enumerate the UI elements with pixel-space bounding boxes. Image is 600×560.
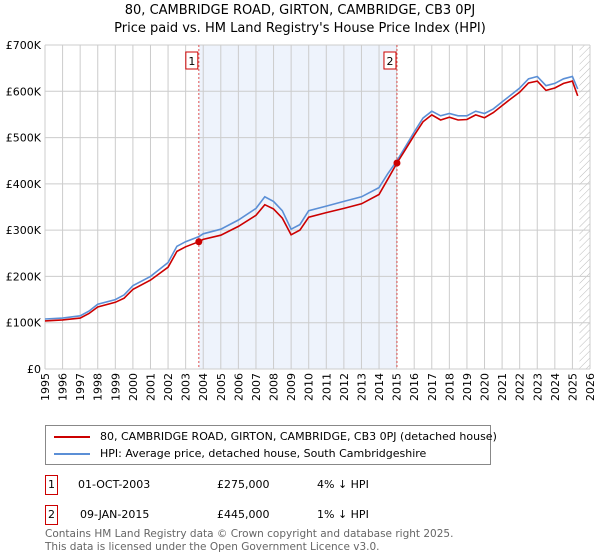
chart-title: 80, CAMBRIDGE ROAD, GIRTON, CAMBRIDGE, C…: [124, 3, 476, 18]
x-tick-label: 1998: [92, 373, 105, 401]
x-tick-label: 2013: [355, 373, 368, 401]
sale-point: [393, 159, 401, 167]
sale-marker-label: 2: [386, 55, 393, 68]
x-tick-label: 1995: [39, 373, 52, 401]
footer-line: This data is licensed under the Open Gov…: [45, 541, 380, 553]
sale-marker-box: [383, 51, 397, 70]
x-tick-label: 2004: [197, 373, 210, 401]
y-tick-label: £0: [27, 363, 41, 376]
x-tick-label: 2015: [391, 373, 404, 401]
x-tick-label: 2016: [408, 373, 421, 401]
price-chart: 1995 1996 1997 1998 1999 2000 2001 2002 2003 2004…: [6, 39, 597, 401]
x-tick-label: 2026: [584, 373, 597, 401]
transaction-row: 1 01-OCT-2003 £275,000 4% ↓ HPI: [45, 475, 545, 497]
x-tick-label: 2021: [496, 373, 509, 401]
x-tick-label: 2007: [250, 373, 263, 401]
y-tick-label: £400K: [6, 178, 42, 191]
x-tick-label: 2025: [566, 373, 579, 401]
y-tick-label: £700K: [6, 39, 42, 52]
x-tick-label: 2002: [162, 373, 175, 401]
x-tick-label: 2000: [127, 373, 140, 401]
x-tick-label: 2006: [232, 373, 245, 401]
legend-item-hpi: HPI: Average price, detached house, Sout…: [54, 447, 426, 460]
y-tick-label: £300K: [6, 224, 42, 237]
x-tick-label: 1996: [57, 373, 70, 401]
y-tick-label: £100K: [6, 317, 42, 330]
sale-marker-box: [185, 51, 199, 70]
x-tick-label: 2023: [531, 373, 544, 401]
x-tick-label: 2001: [144, 373, 157, 401]
sale-period-shading: [198, 45, 397, 369]
transaction-price: £275,000: [217, 478, 270, 491]
x-tick-label: 2010: [303, 373, 316, 401]
x-tick-label: 2014: [373, 373, 386, 401]
sale-marker-label: 1: [188, 55, 195, 68]
transaction-delta: 1% ↓ HPI: [317, 508, 369, 521]
forecast-hatch: [579, 45, 590, 369]
x-tick-label: 2024: [549, 373, 562, 401]
legend-label: 80, CAMBRIDGE ROAD, GIRTON, CAMBRIDGE, C…: [100, 430, 497, 443]
legend-item-property: 80, CAMBRIDGE ROAD, GIRTON, CAMBRIDGE, C…: [54, 430, 497, 443]
legend: 80, CAMBRIDGE ROAD, GIRTON, CAMBRIDGE, C…: [45, 425, 497, 465]
x-tick-label: 2020: [479, 373, 492, 401]
x-tick-label: 1999: [109, 373, 122, 401]
transaction-marker: 2: [45, 505, 58, 525]
x-tick-label: 2003: [180, 373, 193, 401]
series-line: [44, 80, 579, 322]
x-tick-label: 2018: [443, 373, 456, 401]
x-tick-label: 2009: [285, 373, 298, 401]
x-tick-label: 2005: [215, 373, 228, 401]
sale-point: [195, 238, 203, 246]
transaction-delta: 4% ↓ HPI: [317, 478, 369, 491]
x-tick-label: 2017: [426, 373, 439, 401]
footer-line: Contains HM Land Registry data © Crown c…: [45, 528, 454, 540]
transaction-date: 09-JAN-2015: [80, 508, 150, 521]
legend-swatch-blue: [54, 452, 90, 455]
x-tick-label: 2008: [268, 373, 281, 401]
x-tick-label: 2012: [338, 373, 351, 401]
y-tick-label: £600K: [6, 85, 42, 98]
legend-swatch-red: [54, 435, 90, 438]
transaction-date: 01-OCT-2003: [78, 478, 151, 491]
x-tick-label: 1997: [74, 373, 87, 401]
y-tick-label: £200K: [6, 270, 42, 283]
footer: Contains HM Land Registry data © Crown c…: [45, 528, 453, 554]
x-tick-label: 2022: [514, 373, 527, 401]
y-tick-label: £500K: [6, 132, 42, 145]
chart-subtitle: Price paid vs. HM Land Registry's House …: [114, 21, 486, 36]
x-tick-label: 2019: [461, 373, 474, 401]
x-tick-label: 2011: [320, 373, 333, 401]
transaction-marker: 1: [45, 475, 58, 495]
transaction-price: £445,000: [217, 508, 270, 521]
legend-label: HPI: Average price, detached house, Sout…: [100, 447, 427, 460]
series-line: [44, 75, 579, 320]
transaction-row: 2 09-JAN-2015 £445,000 1% ↓ HPI: [45, 505, 545, 527]
